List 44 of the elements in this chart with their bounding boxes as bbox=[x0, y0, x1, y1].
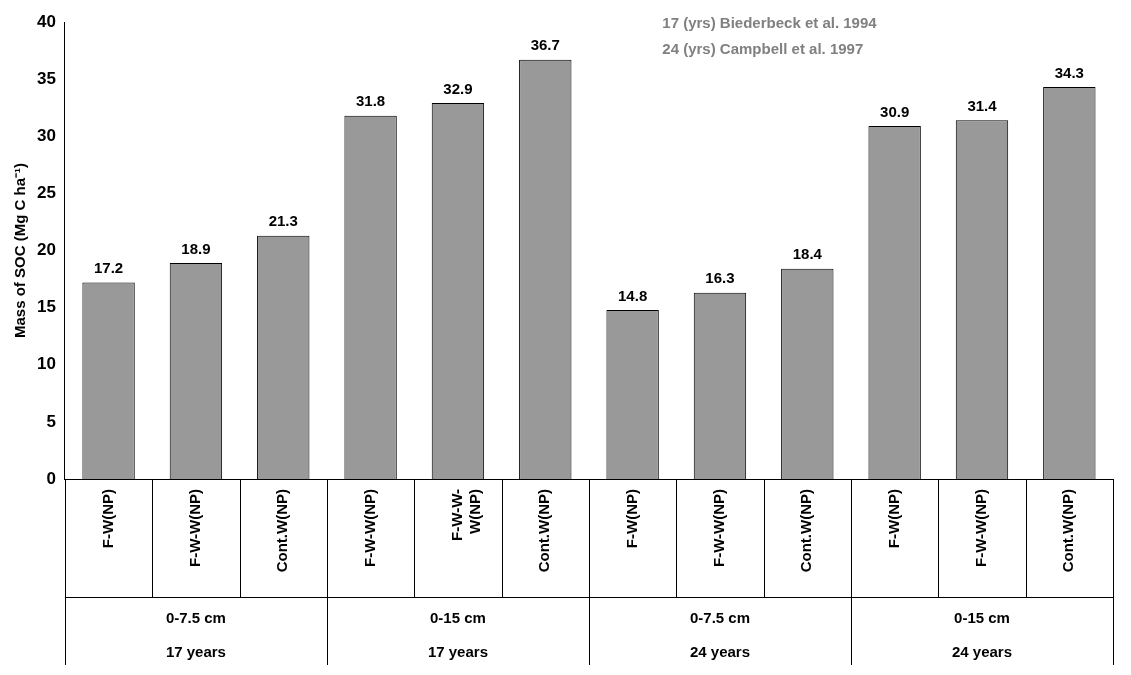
data-label: 14.8 bbox=[618, 286, 648, 304]
data-label: 31.4 bbox=[967, 96, 998, 114]
annotation: 17 (yrs) Biederbeck et al. 1994 bbox=[662, 14, 878, 32]
data-label: 16.3 bbox=[705, 269, 735, 287]
x-tick-label: F-W-W-W(NP) bbox=[448, 489, 484, 541]
y-tick-label: 25 bbox=[36, 183, 56, 203]
x-tick-label: F-W(NP) bbox=[884, 489, 902, 549]
text: 24 years bbox=[689, 643, 750, 661]
x-tick-label: F-W(NP) bbox=[98, 489, 116, 549]
data-label: 36.7 bbox=[530, 36, 560, 54]
y-tick-label: 0 bbox=[46, 468, 56, 488]
x-tick-label: F-W-W(NP) bbox=[186, 489, 204, 567]
y-tick-label: 10 bbox=[36, 354, 56, 374]
x-tick-label: Cont.W(NP) bbox=[797, 489, 815, 573]
data-label: 30.9 bbox=[880, 102, 910, 120]
data-label: 17.2 bbox=[93, 259, 124, 277]
x-tick-label: F-W-W(NP) bbox=[360, 489, 378, 567]
y-tick-label: 5 bbox=[46, 411, 56, 431]
x-tick-label: F-W(NP) bbox=[622, 489, 640, 549]
y-tick-label: 35 bbox=[36, 68, 56, 88]
text: 0-7.5 cm bbox=[689, 609, 750, 627]
x-tick-label: F-W-W(NP) bbox=[972, 489, 990, 567]
data-label: 18.9 bbox=[181, 239, 211, 257]
y-tick-label: 15 bbox=[36, 297, 56, 317]
x-tick-label: F-W-W(NP) bbox=[710, 489, 728, 567]
text: 17 years bbox=[427, 643, 488, 661]
x-tick-label: Cont.W(NP) bbox=[1059, 489, 1077, 573]
text: 0-15 cm bbox=[954, 609, 1010, 627]
text: 17 years bbox=[165, 643, 226, 661]
data-label: 18.4 bbox=[792, 245, 823, 263]
data-label: 31.8 bbox=[356, 92, 386, 110]
x-tick-label: Cont.W(NP) bbox=[273, 489, 291, 573]
x-tick-label: Cont.W(NP) bbox=[535, 489, 553, 573]
data-label: 34.3 bbox=[1054, 63, 1084, 81]
y-tick-label: 40 bbox=[36, 11, 56, 31]
annotation: 24 (yrs) Campbell et al. 1997 bbox=[662, 40, 864, 58]
y-axis-title: Mass of SOC (Mg C ha⁻¹) bbox=[11, 162, 29, 339]
y-tick-label: 30 bbox=[36, 125, 56, 145]
y-tick-label: 20 bbox=[36, 240, 56, 260]
text: 24 years bbox=[951, 643, 1013, 661]
data-label: 21.3 bbox=[268, 212, 298, 230]
data-label: 32.9 bbox=[443, 79, 473, 97]
text: 0-15 cm bbox=[430, 609, 486, 627]
text: 0-7.5 cm bbox=[165, 609, 226, 627]
